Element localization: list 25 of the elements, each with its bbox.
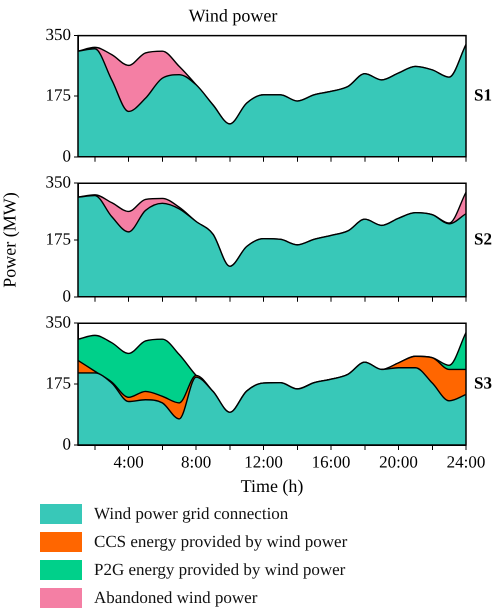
y-tick-label: 175 bbox=[46, 86, 71, 105]
y-tick-label: 350 bbox=[46, 25, 71, 44]
text: S2 bbox=[474, 229, 492, 248]
x-tick-label: 20:00 bbox=[379, 452, 418, 472]
x-tick-label: 8:00 bbox=[180, 452, 212, 472]
legend-label: Abandoned wind power bbox=[94, 588, 258, 608]
y-tick-label: 175 bbox=[46, 374, 71, 393]
y-tick-label: 0 bbox=[62, 434, 71, 454]
y-tick-label: 0 bbox=[62, 146, 71, 166]
x-tick-label: 12:00 bbox=[244, 452, 283, 472]
x-tick-label: 16:00 bbox=[312, 452, 350, 472]
text: S3 bbox=[474, 373, 492, 392]
y-tick-label: 350 bbox=[46, 312, 71, 332]
x-tick-label: 4:00 bbox=[113, 452, 144, 472]
y-axis-title: Power (MW) bbox=[0, 192, 20, 288]
x-axis-title: Time (h) bbox=[240, 476, 304, 496]
y-tick-label: 175 bbox=[46, 229, 71, 248]
text: S1 bbox=[474, 86, 492, 105]
chart-title: Wind power bbox=[188, 6, 278, 26]
legend-label: Wind power grid connection bbox=[94, 504, 288, 524]
x-tick-label: 24:00 bbox=[446, 452, 486, 472]
legend-label: CCS energy provided by wind power bbox=[94, 532, 348, 552]
y-tick-label: 350 bbox=[46, 172, 71, 192]
legend-label: P2G energy provided by wind power bbox=[94, 560, 346, 580]
y-tick-label: 0 bbox=[62, 286, 71, 306]
